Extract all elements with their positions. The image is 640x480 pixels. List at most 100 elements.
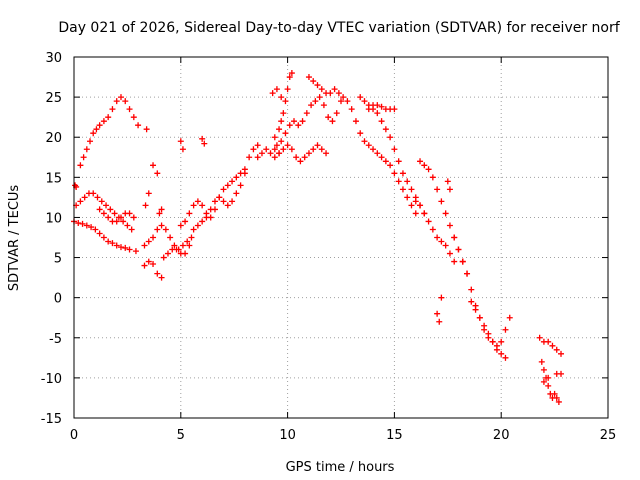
data-point	[92, 226, 99, 233]
data-point	[288, 70, 295, 77]
data-point	[87, 138, 94, 145]
data-point	[312, 98, 319, 105]
data-point	[145, 258, 152, 265]
data-point	[132, 248, 139, 255]
data-point	[489, 338, 496, 345]
series-arc-sixteen-eighteen-2	[412, 198, 458, 265]
data-point	[90, 130, 97, 137]
data-point	[284, 86, 291, 93]
data-point	[331, 86, 338, 93]
data-point	[318, 146, 325, 153]
data-point	[295, 122, 302, 129]
x-tick-label: 25	[600, 428, 617, 443]
data-point	[237, 182, 244, 189]
data-point	[502, 354, 509, 361]
series-arc-ten-up	[271, 70, 295, 141]
data-point	[145, 190, 152, 197]
data-point	[545, 338, 552, 345]
data-point	[305, 74, 312, 81]
data-point	[378, 154, 385, 161]
data-point	[278, 138, 285, 145]
data-point	[455, 246, 462, 253]
data-point	[145, 238, 152, 245]
data-point	[254, 142, 261, 149]
data-point	[254, 154, 261, 161]
data-point	[558, 350, 565, 357]
data-point	[278, 94, 285, 101]
data-point	[150, 234, 157, 241]
data-point	[250, 146, 257, 153]
data-point	[156, 210, 163, 217]
data-point	[117, 94, 124, 101]
data-point	[408, 202, 415, 209]
data-point	[357, 94, 364, 101]
series-points-twenty-two	[540, 370, 565, 385]
data-point	[224, 202, 231, 209]
data-point	[485, 330, 492, 337]
data-point	[348, 106, 355, 113]
series-arc-twelve-fifteen	[335, 90, 419, 217]
data-point	[391, 170, 398, 177]
data-point	[158, 222, 165, 229]
data-point	[308, 102, 315, 109]
x-axis-label: GPS time / hours	[286, 460, 395, 475]
data-point	[340, 94, 347, 101]
data-point	[229, 198, 236, 205]
series-points-seventeen	[434, 178, 453, 325]
data-point	[378, 103, 385, 110]
data-point	[90, 190, 97, 197]
data-point	[273, 86, 280, 93]
y-axis-label: SDTVAR / TECUs	[7, 185, 22, 292]
data-point	[408, 186, 415, 193]
data-point	[105, 214, 112, 221]
data-point	[258, 150, 265, 157]
series-points-left	[72, 126, 161, 209]
series-arc-fourteen-top	[365, 102, 398, 113]
data-point	[436, 318, 443, 325]
data-point	[179, 146, 186, 153]
data-point	[421, 210, 428, 217]
data-point	[276, 126, 283, 133]
y-tick-label: 20	[45, 131, 62, 146]
data-point	[472, 306, 479, 313]
data-point	[551, 390, 558, 397]
data-point	[182, 250, 189, 257]
data-point	[75, 220, 82, 227]
data-point	[318, 86, 325, 93]
data-point	[493, 342, 500, 349]
data-point	[538, 358, 545, 365]
y-tick-label: 5	[54, 252, 62, 267]
data-point	[329, 118, 336, 125]
data-point	[267, 150, 274, 157]
y-tick-label: 0	[54, 292, 62, 307]
data-point	[357, 130, 364, 137]
data-point	[434, 186, 441, 193]
data-point	[246, 154, 253, 161]
data-point	[158, 206, 165, 213]
data-point	[506, 314, 513, 321]
data-point	[468, 286, 475, 293]
data-point	[382, 158, 389, 165]
data-point	[122, 244, 129, 251]
data-point	[446, 186, 453, 193]
x-tick-label: 15	[386, 428, 403, 443]
data-point	[273, 142, 280, 149]
data-point	[481, 322, 488, 329]
data-point	[154, 226, 161, 233]
data-point	[96, 206, 103, 213]
data-point	[124, 222, 131, 229]
y-tick-label: -10	[41, 372, 62, 387]
y-tick-label: 15	[45, 171, 62, 186]
data-point	[113, 98, 120, 105]
data-point	[280, 146, 287, 153]
series-arc-nineteen-twenty	[468, 298, 513, 349]
data-point	[327, 90, 334, 97]
data-point	[179, 242, 186, 249]
x-tick-label: 0	[70, 428, 78, 443]
data-point	[395, 158, 402, 165]
data-point	[126, 106, 133, 113]
data-point	[502, 326, 509, 333]
data-point	[446, 250, 453, 257]
data-point	[199, 218, 206, 225]
